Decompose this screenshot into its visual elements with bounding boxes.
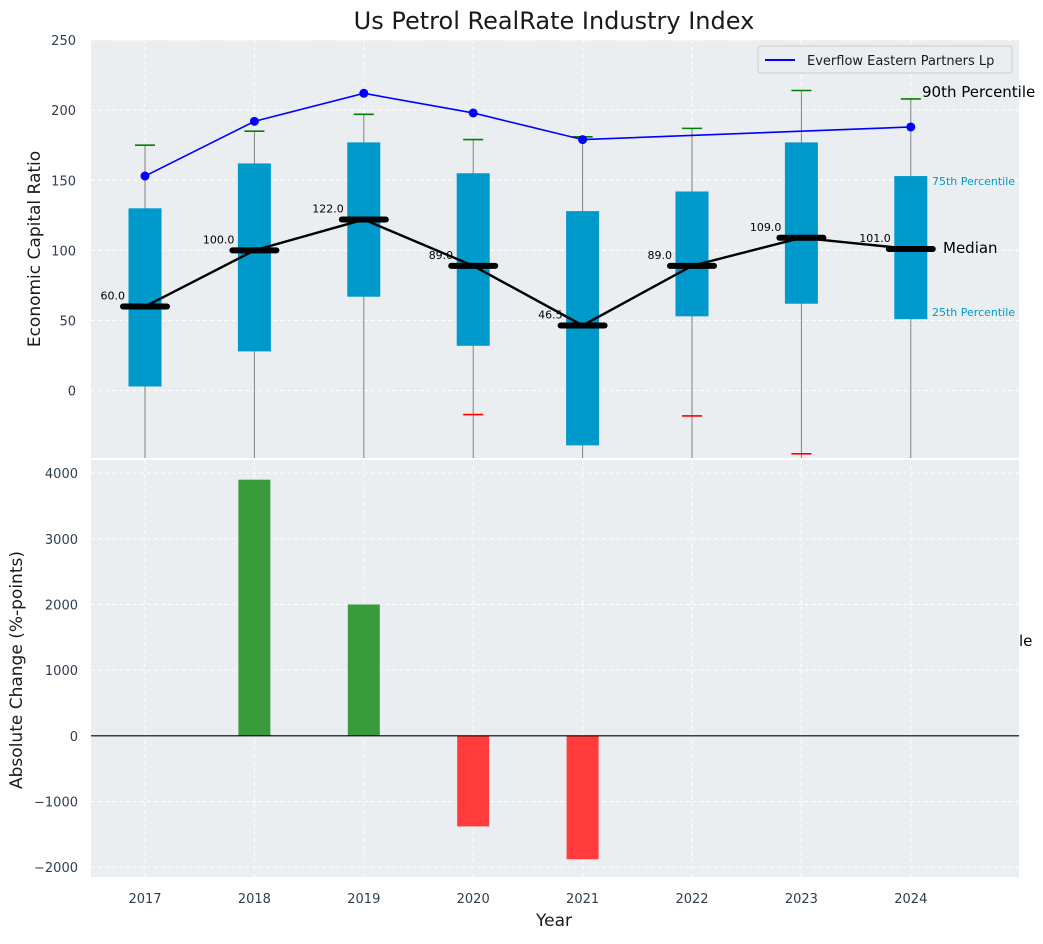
company-point	[140, 171, 150, 181]
iqr-box	[456, 173, 490, 346]
bottom-y-tick-label: 1000	[45, 664, 78, 679]
chart-title: Us Petrol RealRate Industry Index	[354, 7, 755, 35]
x-tick-label: 2018	[238, 892, 271, 907]
p90-annotation: 90th Percentile	[922, 83, 1035, 101]
x-tick-label: 2024	[894, 892, 927, 907]
top-chart-marks: 60.0 100.0 122.0 89.0 46.5 89.0 109.0 101.0	[101, 88, 936, 458]
p25-annotation: 25th Percentile	[932, 306, 1015, 319]
p75-annotation: 75th Percentile	[932, 175, 1015, 188]
median-value-label: 122.0	[312, 203, 344, 216]
bottom-y-tick-label: 4000	[45, 467, 78, 482]
bottom-y-tick-label: 3000	[45, 533, 78, 548]
median-value-label: 100.0	[203, 233, 235, 246]
company-line	[144, 92, 911, 177]
iqr-box	[237, 163, 271, 352]
bottom-y-tick-label: 2000	[45, 598, 78, 613]
change-bar	[347, 604, 380, 736]
x-tick-label: 2021	[566, 892, 599, 907]
change-bar	[457, 735, 490, 827]
top-y-tick-label: 50	[59, 315, 76, 330]
top-y-tick-label: 250	[51, 34, 76, 49]
change-bar	[238, 479, 271, 736]
clipped-annotation: le	[1019, 632, 1032, 650]
top-y-tick-label: 200	[51, 104, 76, 119]
median-value-label: 60.0	[101, 290, 126, 303]
bottom-y-tick-label: −1000	[34, 795, 78, 810]
x-tick-label: 2019	[347, 892, 380, 907]
x-tick-label: 2022	[675, 892, 708, 907]
bottom-y-tick-label: 0	[70, 730, 78, 745]
median-trend-line	[144, 218, 911, 327]
company-point	[249, 116, 259, 126]
top-y-axis-label: Economic Capital Ratio	[25, 151, 45, 347]
x-axis-label: Year	[535, 911, 572, 931]
median-value-label: 101.0	[859, 232, 891, 245]
legend-entry: Everflow Eastern Partners Lp	[807, 54, 994, 69]
company-point	[906, 122, 916, 132]
median-annotation: Median	[943, 239, 998, 257]
bottom-chart-marks	[91, 479, 1019, 860]
axis-tick-labels: 0 50 100 150 200 250 −2000 −1000 0 1000 2000 3000 40…	[34, 34, 927, 907]
x-tick-label: 2023	[785, 892, 818, 907]
company-point	[359, 88, 369, 98]
company-point	[578, 135, 588, 145]
bottom-plot-area	[91, 460, 1019, 877]
bottom-y-tick-label: −2000	[34, 861, 78, 876]
legend: Everflow Eastern Partners Lp	[757, 45, 1013, 74]
top-y-tick-label: 0	[68, 385, 76, 400]
top-gridlines	[91, 39, 1019, 458]
iqr-box	[784, 142, 818, 304]
x-tick-label: 2017	[128, 892, 161, 907]
change-bar	[566, 735, 599, 860]
top-y-tick-label: 150	[51, 174, 76, 189]
median-value-label: 89.0	[429, 249, 454, 262]
legend-frame	[757, 45, 1013, 74]
company-point	[468, 108, 478, 118]
median-value-label: 109.0	[750, 221, 782, 234]
iqr-box	[128, 208, 162, 387]
bottom-y-axis-label: Absolute Change (%-points)	[7, 551, 27, 789]
median-value-label: 46.5	[538, 308, 563, 321]
top-y-tick-label: 100	[51, 244, 76, 259]
x-tick-label: 2020	[457, 892, 490, 907]
median-value-label: 89.0	[648, 249, 673, 262]
iqr-box	[675, 191, 709, 317]
